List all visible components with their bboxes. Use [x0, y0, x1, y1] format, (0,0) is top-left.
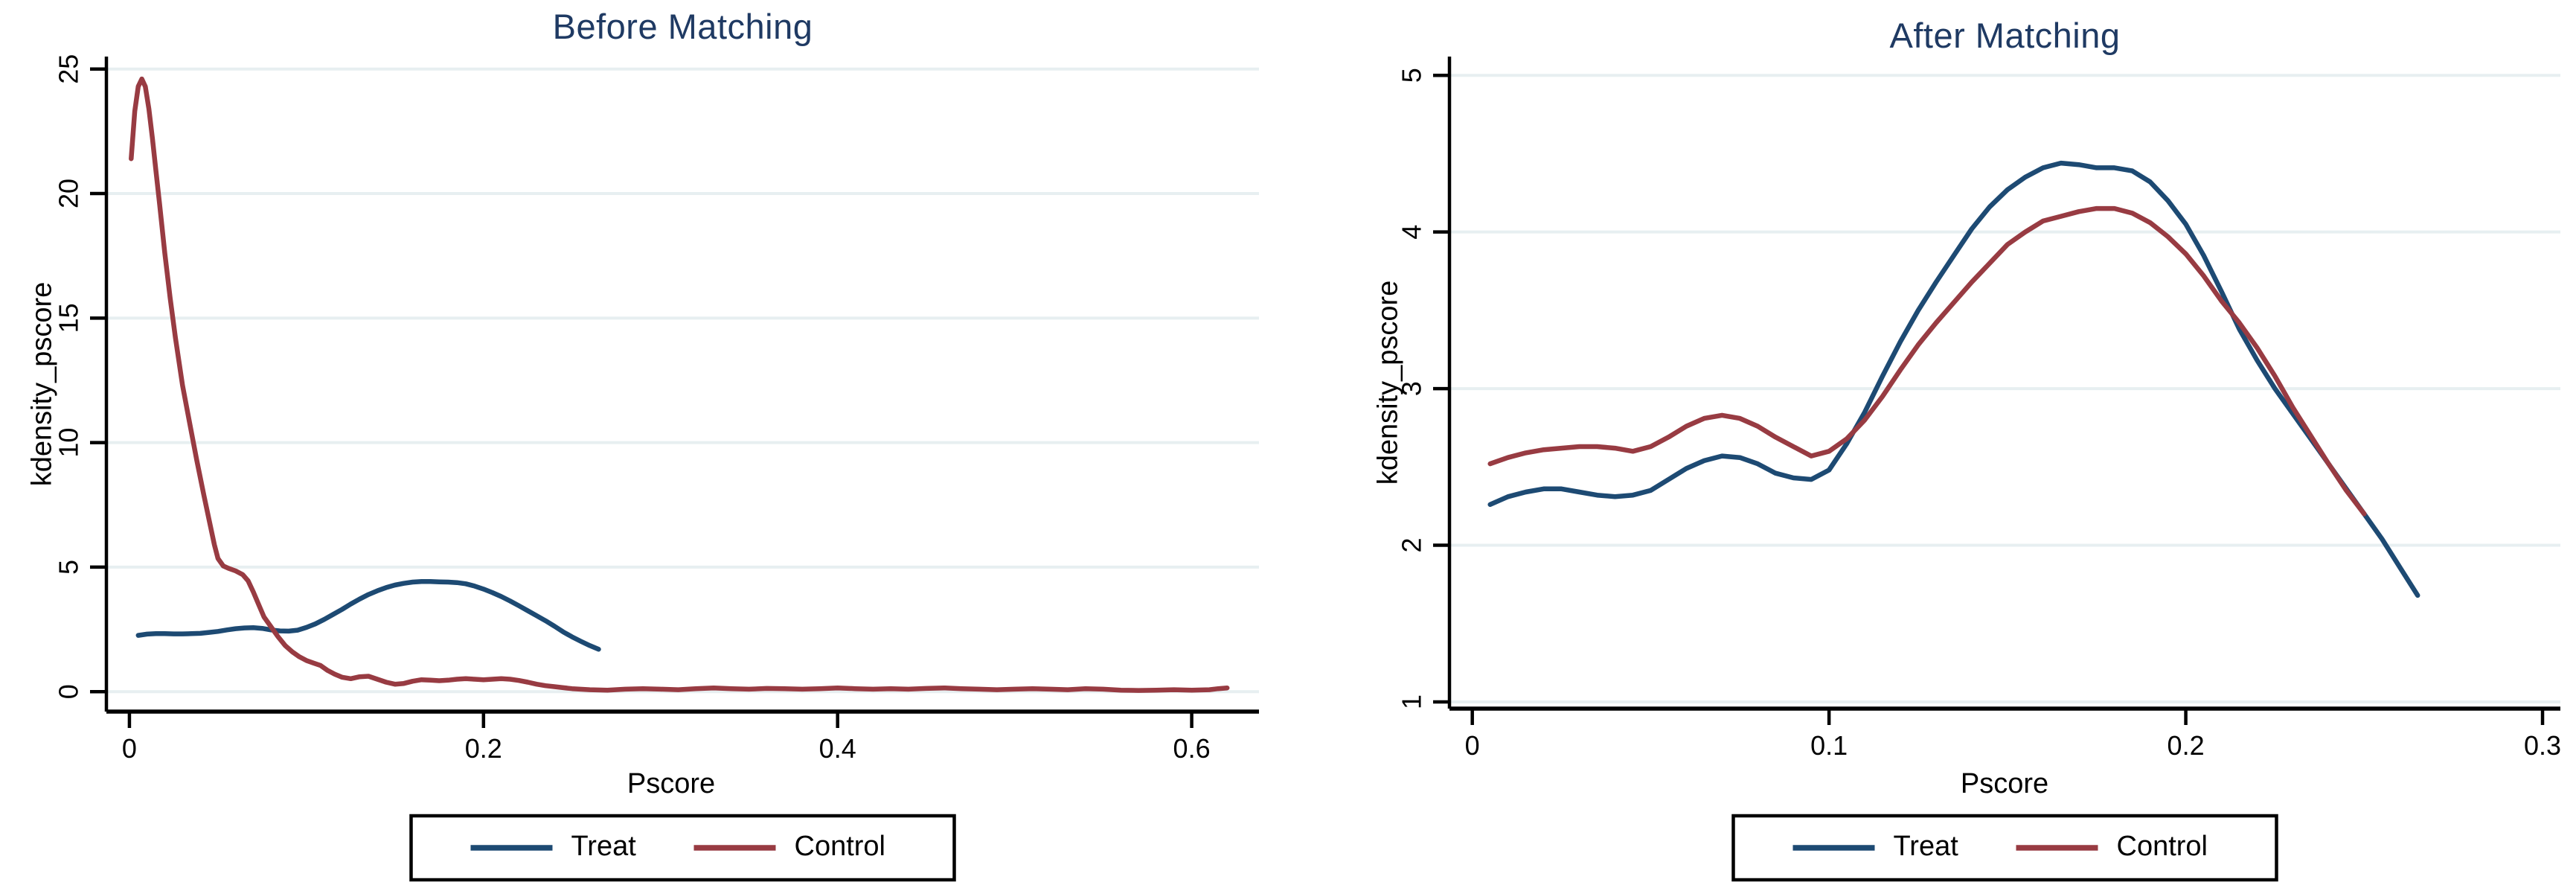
- x-axis-label-after: Pscore: [1960, 768, 2049, 799]
- x-tick-label-0.2: 0.2: [2168, 730, 2205, 761]
- legend-control-label: Control: [2117, 831, 2208, 862]
- y-tick-label-3: 3: [1397, 381, 1427, 396]
- x-tick-label-0.4: 0.4: [819, 733, 856, 764]
- density-curve-treat: [135, 579, 601, 652]
- y-tick-label-10: 10: [54, 428, 84, 458]
- x-tick-label-0.1: 0.1: [1810, 730, 1848, 761]
- y-tick-label-20: 20: [54, 179, 84, 208]
- y-tick-label-5: 5: [1397, 68, 1427, 83]
- plot-before-matching: 0 5 10 15 20 25 0 0.2 0.4 0.6 Treat Control: [54, 54, 1259, 882]
- y-tick-label-4: 4: [1397, 225, 1427, 240]
- plot-after-matching: 1 2 3 4 5 0 0.1 0.2 0.3 Treat Control: [1397, 57, 2561, 882]
- x-tick-label-0: 0: [1465, 730, 1480, 761]
- x-tick-label-0: 0: [122, 733, 137, 764]
- y-tick-label-2: 2: [1397, 538, 1427, 553]
- chart-before-matching: Before Matching kdensity_pscore Pscore 0…: [27, 7, 1259, 882]
- legend-treat-label: Treat: [1894, 831, 1959, 862]
- density-curve-control: [129, 76, 1230, 693]
- y-tick-label-15: 15: [54, 303, 84, 333]
- x-tick-label-0.3: 0.3: [2524, 730, 2561, 761]
- x-tick-label-0.2: 0.2: [465, 733, 502, 764]
- density-curve-control: [1487, 205, 2367, 517]
- x-axis-label-before: Pscore: [627, 768, 716, 799]
- y-tick-label-5: 5: [54, 560, 84, 575]
- chart-title-after: After Matching: [1889, 16, 2121, 55]
- legend-treat-label: Treat: [571, 831, 637, 862]
- y-tick-label-0: 0: [54, 684, 84, 699]
- y-tick-label-1: 1: [1397, 694, 1427, 709]
- chart-title-before: Before Matching: [552, 7, 813, 46]
- legend-control-label: Control: [795, 831, 886, 862]
- density-curve-treat: [1487, 160, 2420, 598]
- y-tick-label-25: 25: [54, 54, 84, 84]
- x-tick-label-0.6: 0.6: [1173, 733, 1211, 764]
